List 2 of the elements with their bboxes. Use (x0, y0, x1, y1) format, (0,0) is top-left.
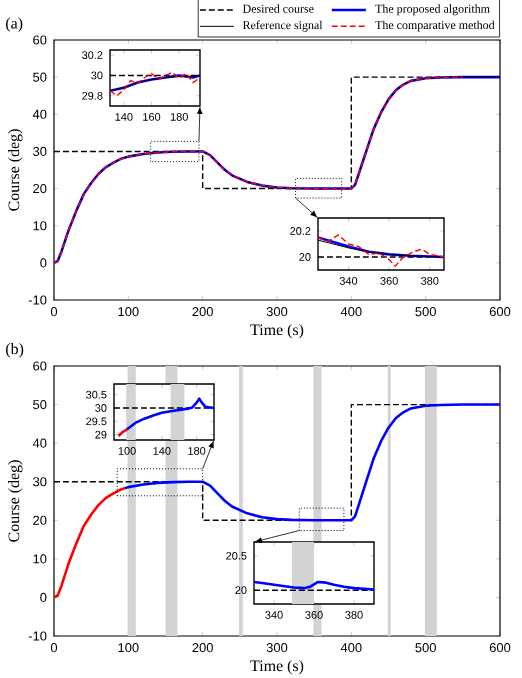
line-series (54, 486, 126, 599)
line-series (318, 234, 444, 267)
